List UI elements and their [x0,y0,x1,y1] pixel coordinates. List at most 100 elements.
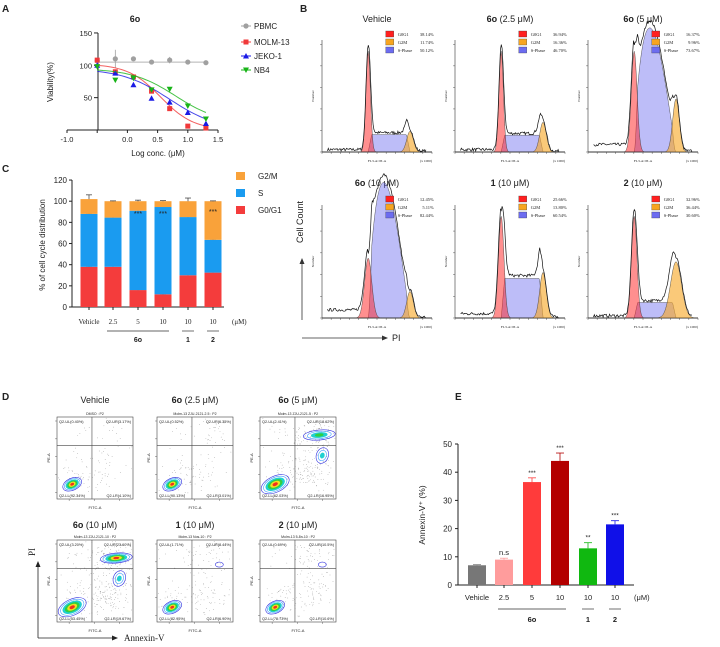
event-dot [295,439,296,441]
event-dot [69,586,71,587]
event-dot [104,597,106,599]
data-point-JEKO-1 [202,120,209,127]
event-dot [131,468,132,470]
phase-percentage: 12.45% [420,197,434,202]
unit-label: (μM) [232,318,247,326]
event-dot [121,545,122,546]
event-dot [315,439,316,440]
event-dot [320,600,322,601]
significance-mark: *** [611,513,619,520]
event-dot [122,586,124,587]
event-dot [198,477,200,478]
legend-label: G2/M [258,172,278,181]
event-dot [320,582,322,584]
event-dot [323,447,324,449]
event-dot [313,482,315,483]
event-dot [98,547,100,548]
density-contour [260,474,290,495]
event-dot [220,563,222,565]
compound-name: 1 [176,520,181,530]
event-dot [311,475,313,477]
event-dot [187,554,189,556]
event-dot [199,554,201,555]
event-dot [277,591,279,592]
legend-swatch [385,203,394,211]
histogram-x-unit: (x 1000) [420,325,433,329]
event-dot [219,430,221,432]
compound-name: 1 [491,178,496,188]
event-dot [193,475,194,477]
event-dot [65,459,67,461]
event-dot [310,447,312,448]
event-dot [189,482,191,483]
flow-plot-3: 6o (10 μM) Molm-13 ZJU-2121-10 : P2 Q2-UL(… [46,520,134,633]
bar-S-4 [179,217,197,276]
event-dot [114,477,116,479]
legend-label: G0G1 [398,32,409,37]
event-dot [310,465,312,467]
event-dot [283,453,285,454]
event-dot [290,609,292,610]
event-dot [176,598,177,599]
event-dot [103,609,104,610]
event-dot [85,617,87,619]
event-dot [310,479,311,481]
event-dot [216,485,218,487]
y-tick-label: 20 [58,282,67,291]
event-dot [197,600,199,602]
event-dot [129,544,131,546]
event-dot [317,464,318,465]
event-dot [286,434,288,436]
event-dot [75,447,76,449]
event-dot [278,591,280,593]
density-contour [319,452,325,459]
event-dot [210,581,212,583]
event-dot [318,586,320,588]
event-dot [306,464,307,465]
event-dot [103,592,105,594]
phase-percentage: 36.44% [686,205,700,210]
legend-label: PBMC [254,22,277,31]
event-dot [115,549,117,551]
event-dot [300,477,301,479]
event-dot [204,573,206,574]
event-dot [86,466,87,467]
event-dot [227,551,229,553]
event-dot [273,496,275,497]
event-dot [96,599,98,601]
event-dot [318,447,319,448]
event-dot [73,451,75,453]
event-dot [323,576,324,577]
event-dot [189,552,190,553]
event-dot [68,553,70,554]
event-dot [332,581,334,582]
event-dot [68,546,70,548]
event-dot [296,597,297,599]
density-contour [113,556,120,560]
group-label: 6o [528,615,537,624]
event-dot [208,552,210,553]
event-dot [119,601,120,602]
arrow-head [299,258,305,264]
event-dot [112,607,114,609]
event-dot [82,473,84,474]
event-dot [121,569,123,571]
data-point-NB4 [94,64,101,70]
event-dot [110,597,112,598]
flow-plot-subtitle: Molm-13 ZJU-2121-10 : P2 [74,535,116,539]
legend-label: S-Phase [531,213,546,218]
legend-swatch [385,30,394,38]
event-dot [112,594,114,595]
event-dot [229,589,231,591]
quadrant-ur-label: Q2-UR(3.17%) [106,420,132,424]
quadrant-lr-label: Q2-LR(3.01%) [207,494,232,498]
quadrant-ur-label: Q2-UR(6.35%) [206,420,232,424]
event-dot [165,553,166,555]
event-dot [119,589,120,591]
event-dot [68,470,70,472]
flow-plot-title: 2 (10 μM) [279,520,318,530]
compound-name: 2 [279,520,284,530]
event-dot [278,467,280,469]
event-dot [193,593,194,594]
event-dot [94,470,96,472]
